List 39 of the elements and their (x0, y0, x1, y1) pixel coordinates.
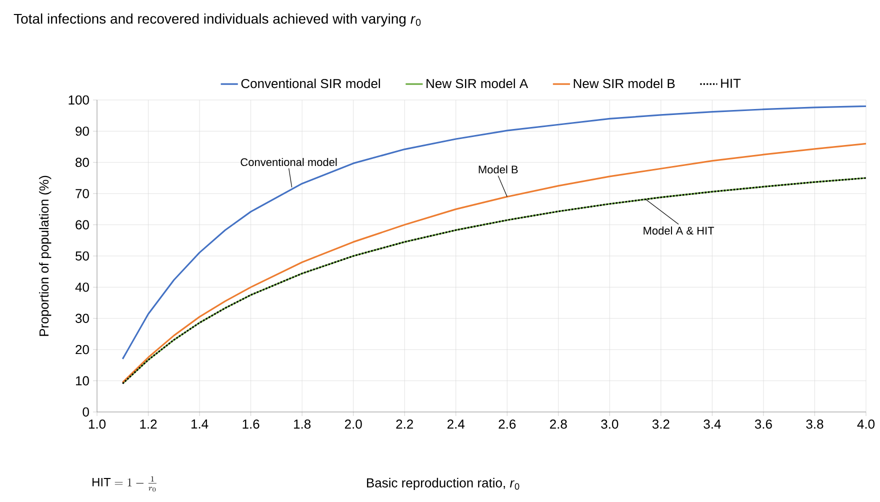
y-tick-label: 50 (76, 251, 89, 261)
y-tick-label: 0 (82, 407, 89, 417)
x-tick-label: 2.8 (550, 420, 567, 429)
x-tick-label: 2.0 (344, 420, 362, 429)
legend-label: New SIR model A (426, 78, 528, 88)
x-tick-label: 3.6 (754, 420, 772, 429)
y-axis-title: Proportion of population (%) (39, 176, 52, 336)
x-tick-label: 1.6 (242, 420, 260, 429)
x-tick-label: 3.2 (652, 420, 670, 429)
legend-label: Conventional SIR model (241, 78, 380, 88)
line-series (122, 105, 866, 360)
annotation: Model B (478, 165, 518, 174)
y-tick-label: 40 (75, 282, 89, 292)
x-tick-label: 2.2 (396, 420, 413, 429)
y-tick-label: 30 (76, 314, 89, 323)
x-tick-label: 1.2 (140, 420, 157, 429)
text: $\mathrm{HIT} = 1 - \frac{1}{r_0}$ (92, 476, 156, 492)
annotation: Model A & HIT (644, 226, 714, 235)
annotation: Conventional model (240, 158, 337, 166)
x-tick-label: 1.4 (191, 420, 208, 428)
chart-title: Total infections and recovered individuals achieved with varying r$_{0}$ (14, 13, 421, 27)
x-tick-label: 2.6 (498, 420, 516, 429)
x-axis-title: Basic reproduction ratio, r$_{0}$ (367, 478, 520, 490)
x-tick-label: 2.4 (447, 420, 465, 429)
y-tick-label: 70 (76, 188, 89, 198)
x-tick-label: 1.0 (88, 420, 106, 429)
x-tick-label: 3.8 (806, 420, 824, 429)
y-tick-label: 100 (68, 95, 89, 105)
x-tick-label: 1.8 (294, 420, 311, 429)
legend-label: New SIR model B (574, 78, 675, 88)
x-tick-label: 4.0 (857, 420, 875, 429)
y-tick-label: 20 (76, 344, 89, 354)
y-tick-label: 90 (76, 126, 89, 136)
y-tick-label: 10 (76, 376, 89, 386)
legend-label: HIT (721, 78, 741, 88)
y-tick-label: 80 (76, 158, 89, 167)
x-tick-label: 3.0 (601, 420, 618, 429)
x-tick-label: 3.4 (704, 420, 721, 429)
y-tick-label: 60 (76, 220, 89, 230)
